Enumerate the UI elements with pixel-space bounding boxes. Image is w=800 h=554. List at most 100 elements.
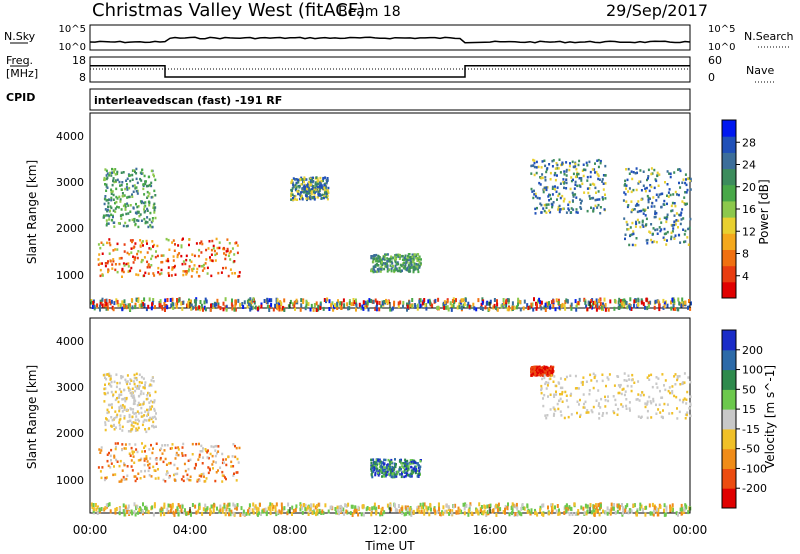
echo-cell [154,194,157,197]
echo-cell [548,301,550,306]
echo-cell [319,176,322,180]
echo-cell [637,182,640,185]
echo-cell [416,303,419,308]
echo-cell [235,471,238,474]
echo-cell [586,164,589,167]
echo-cell [283,308,286,312]
echo-cell [417,505,420,510]
echo-cell [393,462,396,465]
echo-cell [671,385,674,388]
echo-cell [205,299,208,304]
echo-cell [132,455,135,458]
echo-cell [419,502,422,507]
echo-cell [496,508,499,513]
echo-cell [397,504,400,508]
echo-cell [99,304,101,309]
echo-cell [203,300,206,305]
echo-cell [671,507,674,512]
echo-cell [198,455,201,459]
echo-cell [558,511,561,516]
echo-cell [380,265,383,268]
echo-cell [683,196,686,199]
echo-cell [116,248,119,251]
echo-cell [129,210,132,213]
echo-cell [519,307,522,312]
echo-cell [147,413,150,416]
echo-cell [540,387,543,390]
echo-cell [190,306,193,311]
echo-cell [383,466,386,469]
echo-cell [523,299,526,304]
echo-cell [137,273,140,277]
echo-cell [394,258,397,261]
echo-cell [616,503,619,508]
echo-cell [378,257,381,261]
echo-cell [557,301,560,305]
echo-cell [382,465,385,469]
echo-cell [140,390,143,393]
echo-cell [140,260,143,264]
echo-cell [578,403,580,406]
echo-cell [594,171,596,174]
echo-cell [106,373,109,376]
echo-cell [342,507,345,512]
echo-cell [658,307,661,312]
echo-cell [555,162,558,165]
colorbar-segment [722,369,736,390]
echo-cell [678,168,681,171]
echo-cell [605,384,607,388]
echo-cell [332,307,335,312]
echo-cell [511,502,514,507]
echo-cell [118,381,121,385]
echo-cell [539,304,542,309]
echo-cell [153,504,156,509]
echo-cell [144,444,147,448]
echo-cell [640,298,643,303]
echo-cell [458,508,461,513]
echo-cell [637,302,639,307]
echo-cell [647,175,650,178]
colorbar-tick: -15 [742,423,760,436]
echo-cell [551,193,554,196]
echo-cell [195,442,198,446]
echo-cell [413,460,416,464]
echo-cell [602,182,605,185]
echo-cell [599,161,602,165]
echo-cell [146,209,149,212]
echo-cell [664,181,666,184]
echo-cell [653,215,656,219]
echo-cell [114,268,117,272]
echo-cell [393,268,396,271]
echo-cell [612,395,615,398]
echo-cell [684,240,687,243]
echo-cell [311,511,314,515]
echo-cell [672,303,675,308]
echo-cell [104,387,107,390]
echo-cell [149,211,152,215]
echo-cell [405,462,408,465]
echo-cell [277,306,280,311]
echo-cell [608,373,611,376]
echo-cell [532,307,535,312]
echo-cell [629,306,631,311]
echo-cell [582,174,585,178]
echo-cell [516,305,518,310]
colorbar-tick: 50 [742,383,756,396]
echo-cell [310,503,313,508]
echo-cell [659,411,662,414]
echo-cell [106,391,109,395]
echo-cell [166,471,169,474]
echo-cell [124,205,127,208]
echo-cell [247,298,250,303]
echo-cell [556,504,559,508]
echo-cell [376,258,379,262]
echo-cell [548,199,551,202]
echo-cell [625,398,628,401]
echo-cell [643,209,646,212]
echo-cell [608,508,611,513]
echo-cell [105,169,108,173]
echo-cell [167,238,170,242]
echo-cell [229,258,232,261]
echo-cell [530,366,533,369]
echo-cell [176,506,179,511]
